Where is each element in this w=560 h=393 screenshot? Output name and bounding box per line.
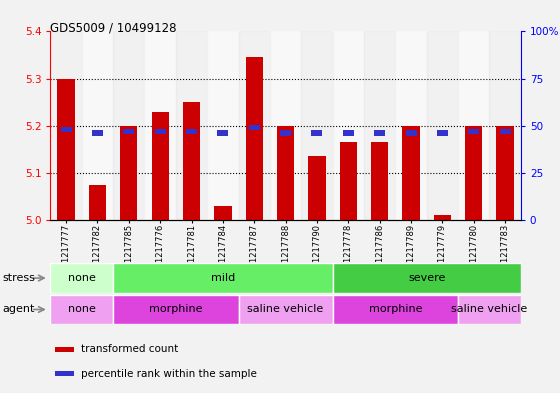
Bar [113,263,333,293]
Bar [270,31,301,220]
Bar [155,129,166,134]
Bar [50,31,82,220]
Bar [280,130,291,136]
Bar [60,127,72,132]
Bar [343,130,354,136]
Bar [217,130,228,136]
Bar [113,31,144,220]
Bar [144,31,176,220]
Bar [434,215,451,220]
Text: agent: agent [3,305,35,314]
Bar [176,31,207,220]
Bar [214,206,231,220]
Bar [113,295,239,324]
Text: percentile rank within the sample: percentile rank within the sample [81,369,257,379]
Bar [333,263,521,293]
Text: stress: stress [3,273,36,283]
Bar [277,126,294,220]
Bar [123,129,134,134]
Bar [497,126,514,220]
Bar [58,79,74,220]
Bar [340,142,357,220]
Bar [437,130,448,136]
Bar [207,31,239,220]
Text: saline vehicle: saline vehicle [451,305,528,314]
Bar [458,295,521,324]
Text: transformed count: transformed count [81,344,178,354]
Bar [55,371,74,376]
Bar [403,126,419,220]
Text: none: none [68,305,96,314]
Bar [333,31,364,220]
Bar [311,130,323,136]
Bar [301,31,333,220]
Bar [364,31,395,220]
Bar [500,129,511,134]
Bar [186,129,197,134]
Bar [333,295,458,324]
Bar [239,295,333,324]
Bar [468,129,479,134]
Bar [152,112,169,220]
Bar [246,57,263,220]
Text: mild: mild [211,273,235,283]
Text: GDS5009 / 10499128: GDS5009 / 10499128 [50,22,177,35]
Text: morphine: morphine [149,305,203,314]
Bar [465,126,482,220]
Bar [374,130,385,136]
Text: morphine: morphine [368,305,422,314]
Bar [50,295,113,324]
Bar [239,31,270,220]
Bar [55,347,74,352]
Bar [395,31,427,220]
Bar [405,130,417,136]
Bar [183,102,200,220]
Bar [82,31,113,220]
Bar [92,130,103,136]
Bar [458,31,489,220]
Bar [309,156,325,220]
Text: none: none [68,273,96,283]
Text: saline vehicle: saline vehicle [248,305,324,314]
Text: severe: severe [408,273,445,283]
Bar [489,31,521,220]
Bar [50,263,113,293]
Bar [249,125,260,130]
Bar [120,126,137,220]
Bar [89,185,106,220]
Bar [371,142,388,220]
Bar [427,31,458,220]
